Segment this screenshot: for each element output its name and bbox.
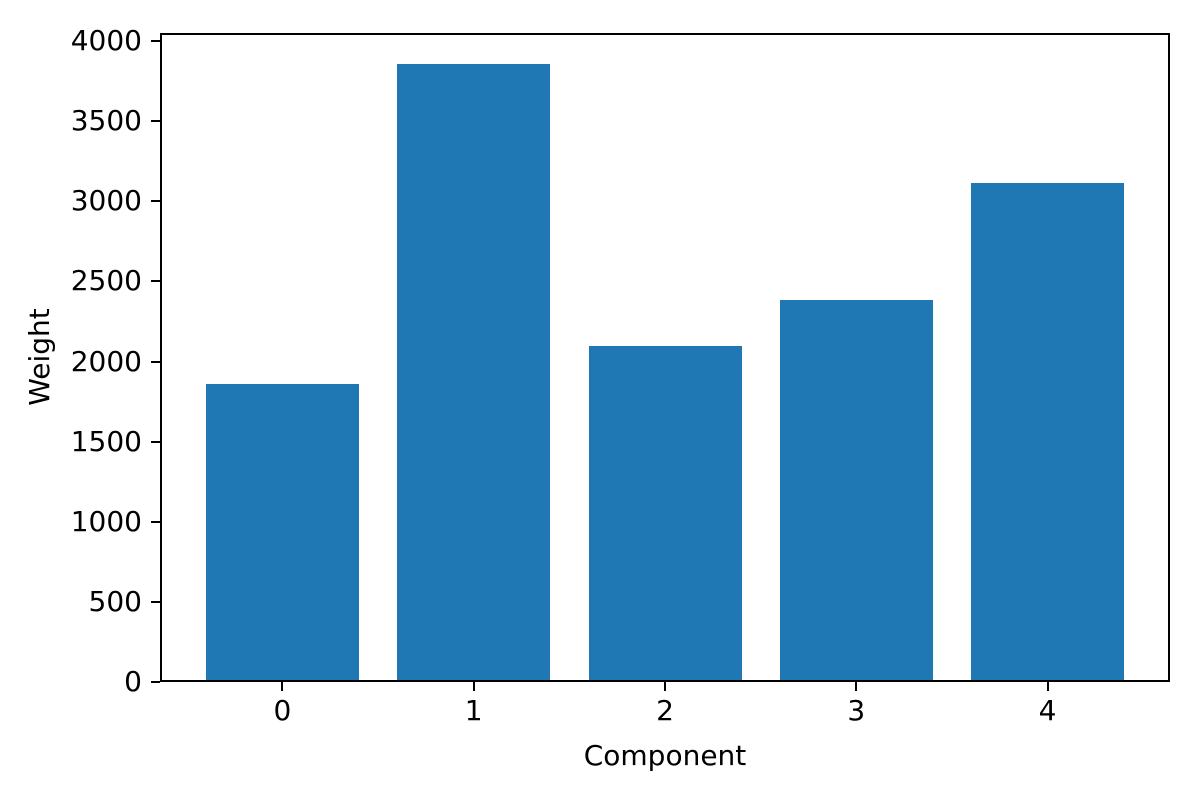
bar-component-0 <box>205 383 359 680</box>
bar-component-1 <box>397 64 551 680</box>
bar-component-4 <box>971 183 1125 680</box>
y-tick-label-4000: 4000 <box>70 24 142 57</box>
y-tick-label-3000: 3000 <box>70 184 142 218</box>
y-tick-label-2000: 2000 <box>70 344 142 378</box>
y-tick-mark-3500 <box>151 120 160 123</box>
y-tick-label-0: 0 <box>124 665 142 698</box>
x-tick-label-1: 1 <box>464 694 483 727</box>
x-tick-mark-1 <box>472 682 475 691</box>
y-axis-label: Weight <box>23 308 56 406</box>
bar-component-3 <box>779 299 933 680</box>
y-tick-mark-3000 <box>151 200 160 203</box>
x-axis-label: Component <box>583 739 747 772</box>
y-tick-mark-4000 <box>151 40 160 42</box>
y-tick-mark-500 <box>151 600 160 603</box>
x-tick-label-0: 0 <box>273 694 292 727</box>
y-tick-label-3500: 3500 <box>70 104 142 138</box>
y-tick-mark-0 <box>151 681 160 683</box>
y-tick-label-500: 500 <box>88 584 142 618</box>
bar-component-2 <box>588 346 742 680</box>
y-tick-mark-2500 <box>151 280 160 283</box>
x-tick-mark-4 <box>1046 682 1049 691</box>
y-tick-label-1500: 1500 <box>70 424 142 458</box>
x-tick-label-2: 2 <box>656 694 674 727</box>
y-tick-mark-1500 <box>151 440 160 443</box>
y-tick-mark-2000 <box>151 360 160 363</box>
x-tick-mark-3 <box>855 682 858 691</box>
x-tick-mark-2 <box>664 682 666 691</box>
y-tick-mark-1000 <box>151 520 160 523</box>
x-tick-label-3: 3 <box>847 694 866 727</box>
y-tick-label-2500: 2500 <box>70 264 142 298</box>
x-tick-mark-0 <box>281 682 284 691</box>
x-tick-label-4: 4 <box>1038 694 1057 727</box>
y-tick-label-1000: 1000 <box>70 504 142 538</box>
